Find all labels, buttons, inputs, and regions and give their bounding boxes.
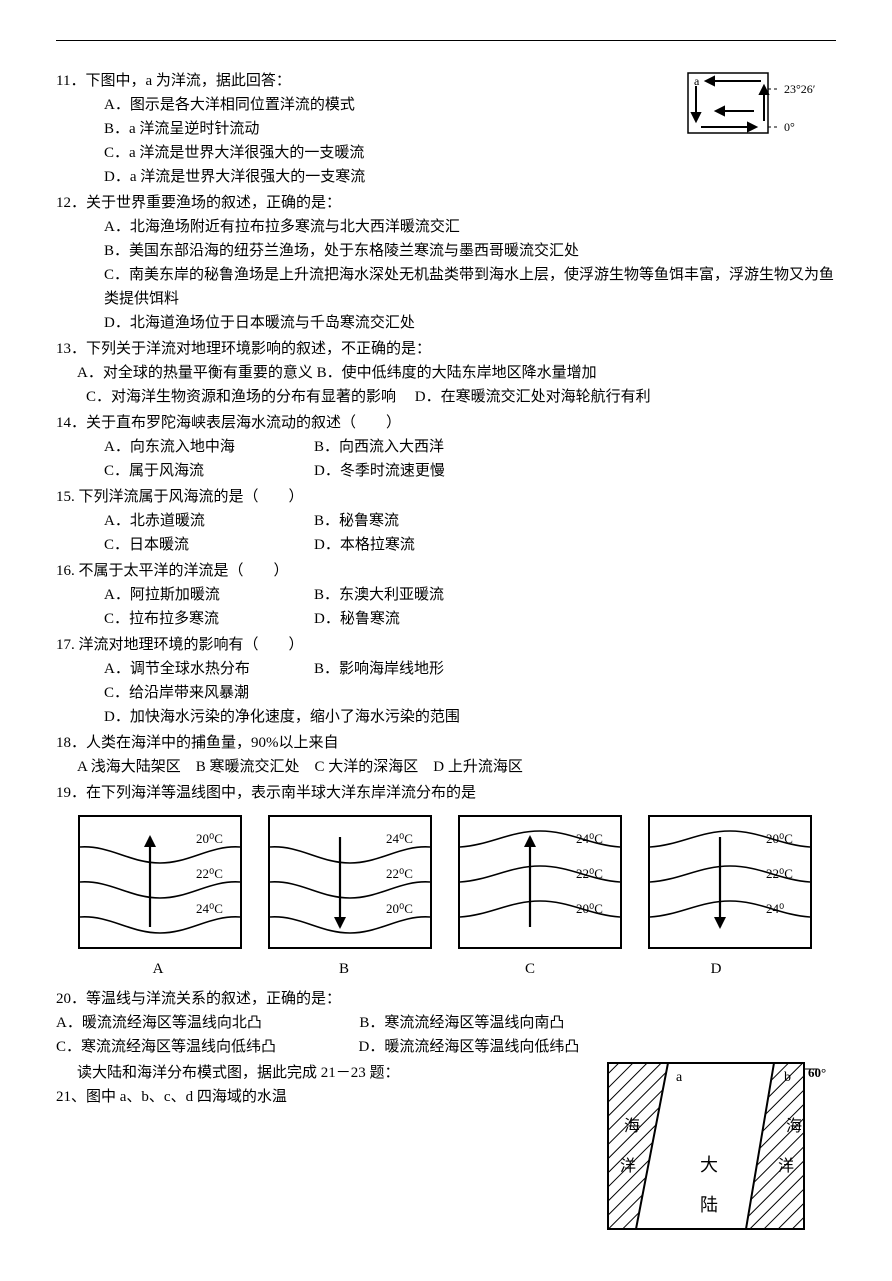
q18: 18．人类在海洋中的捕鱼量，90%以上来自 A 浅海大陆架区 B 寒暖流交汇处 … <box>56 731 836 779</box>
iso-label-d: D <box>636 957 796 981</box>
q17-opt-a: A．调节全球水热分布 <box>104 657 314 681</box>
q16-opt-d: D．秘鲁寒流 <box>314 607 524 631</box>
q11-fig-a-label: a <box>694 74 700 88</box>
q18-opt-a: A 浅海大陆架区 <box>77 759 181 775</box>
q12-stem: 12．关于世界重要渔场的叙述，正确的是： <box>56 191 836 215</box>
q18-stem: 18．人类在海洋中的捕鱼量，90%以上来自 <box>56 731 836 755</box>
svg-text:20⁰C: 20⁰C <box>196 831 223 846</box>
q15-opt-b: B．秘鲁寒流 <box>314 509 524 533</box>
q13-stem: 13．下列关于洋流对地理环境影响的叙述，不正确的是： <box>56 337 836 361</box>
q13-opt-a: A．对全球的热量平衡有重要的意义 <box>77 365 313 381</box>
q13-opt-d: D．在寒暖流交汇处对海轮航行有利 <box>415 389 651 405</box>
q11-figure: a 23°26′ 0° <box>686 71 836 167</box>
q20: 20．等温线与洋流关系的叙述，正确的是： A．暖流流经海区等温线向北凸 B．寒流… <box>56 987 836 1059</box>
q19-stem: 19．在下列海洋等温线图中，表示南半球大洋东岸洋流分布的是 <box>56 781 836 805</box>
svg-text:20⁰C: 20⁰C <box>576 901 603 916</box>
q18-opt-d: D 上升流海区 <box>433 759 523 775</box>
svg-text:22⁰C: 22⁰C <box>576 866 603 881</box>
q19-panel-labels: A B C D <box>78 957 836 981</box>
svg-text:24⁰: 24⁰ <box>766 901 784 916</box>
q12-opt-b: B．美国东部沿海的纽芬兰渔场，处于东格陵兰寒流与墨西哥暖流交汇处 <box>56 239 836 263</box>
svg-text:24⁰C: 24⁰C <box>576 831 603 846</box>
co-fig-lat: 60° <box>808 1065 826 1080</box>
q12-opt-d: D．北海道渔场位于日本暖流与千岛寒流交汇处 <box>56 311 836 335</box>
q17-opt-c: C．给沿岸带来风暴潮 <box>104 681 249 705</box>
q11-fig-lat1: 23°26′ <box>784 82 816 96</box>
iso-label-a: A <box>78 957 238 981</box>
co-fig-land1: 大 <box>700 1155 718 1175</box>
iso-label-b: B <box>264 957 424 981</box>
iso-panel-c: 24⁰C 22⁰C 20⁰C <box>458 815 622 949</box>
q15-opt-c: C．日本暖流 <box>104 533 314 557</box>
svg-text:24⁰C: 24⁰C <box>196 901 223 916</box>
svg-text:22⁰C: 22⁰C <box>196 866 223 881</box>
q13-opt-c: C．对海洋生物资源和渔场的分布有显著的影响 <box>56 389 396 405</box>
q20-opt-b: B．寒流流经海区等温线向南凸 <box>359 1015 564 1031</box>
q17-stem: 17. 洋流对地理环境的影响有（ ） <box>56 633 836 657</box>
q19-panels: 20⁰C22⁰C24⁰C24⁰C22⁰C20⁰C24⁰C22⁰C20⁰C20⁰C… <box>78 815 836 949</box>
q14-opt-c: C．属于风海流 <box>104 459 314 483</box>
q16-opt-a: A．阿拉斯加暖流 <box>104 583 314 607</box>
svg-text:22⁰C: 22⁰C <box>766 866 793 881</box>
q11: a 23°26′ 0° 11．下图中，a 为洋流，据此回答： A．图示是各大洋相… <box>56 69 836 189</box>
q12-opt-a: A．北海渔场附近有拉布拉多寒流与北大西洋暖流交汇 <box>56 215 836 239</box>
co-fig-ocean-r1: 海 <box>786 1117 802 1135</box>
q11-opt-d: D．a 洋流是世界大洋很强大的一支寒流 <box>56 165 836 189</box>
q14-opt-d: D．冬季时流速更慢 <box>314 459 524 483</box>
q12: 12．关于世界重要渔场的叙述，正确的是： A．北海渔场附近有拉布拉多寒流与北大西… <box>56 191 836 335</box>
co-fig-ocean-l1: 海 <box>624 1117 640 1135</box>
q16-opt-b: B．东澳大利亚暖流 <box>314 583 524 607</box>
q12-opt-c: C．南美东岸的秘鲁渔场是上升流把海水深处无机盐类带到海水上层，使浮游生物等鱼饵丰… <box>56 263 836 311</box>
q20-opt-a: A．暖流流经海区等温线向北凸 <box>56 1015 262 1031</box>
q16-opt-c: C．拉布拉多寒流 <box>104 607 314 631</box>
q14: 14．关于直布罗陀海峡表层海水流动的叙述（ ） A．向东流入地中海 B．向西流入… <box>56 411 836 483</box>
iso-panel-a: 20⁰C 22⁰C 24⁰C <box>78 815 242 949</box>
continent-ocean-figure: 60° a b 海 洋 海 洋 大 陆 <box>606 1061 836 1239</box>
q20-opt-d: D．暖流流经海区等温线向低纬凸 <box>359 1039 580 1055</box>
co-fig-ocean-l2: 洋 <box>620 1157 636 1175</box>
q13-opt-b: B．使中低纬度的大陆东岸地区降水量增加 <box>317 365 597 381</box>
iso-label-c: C <box>450 957 610 981</box>
q15-stem: 15. 下列洋流属于风海流的是（ ） <box>56 485 836 509</box>
q14-opt-b: B．向西流入大西洋 <box>314 435 524 459</box>
q14-opt-a: A．向东流入地中海 <box>104 435 314 459</box>
co-fig-b: b <box>784 1070 791 1085</box>
co-fig-a: a <box>676 1070 683 1085</box>
svg-text:20⁰C: 20⁰C <box>766 831 793 846</box>
co-fig-land2: 陆 <box>700 1195 718 1215</box>
q20-opt-c: C．寒流流经海区等温线向低纬凸 <box>56 1039 276 1055</box>
q14-stem: 14．关于直布罗陀海峡表层海水流动的叙述（ ） <box>56 411 836 435</box>
q19: 19．在下列海洋等温线图中，表示南半球大洋东岸洋流分布的是 20⁰C22⁰C24… <box>56 781 836 981</box>
iso-panel-b: 24⁰C 22⁰C 20⁰C <box>268 815 432 949</box>
q15-opt-d: D．本格拉寒流 <box>314 533 524 557</box>
q18-opt-c: C 大洋的深海区 <box>315 759 419 775</box>
co-fig-ocean-r2: 洋 <box>778 1157 794 1175</box>
svg-text:22⁰C: 22⁰C <box>386 866 413 881</box>
q16: 16. 不属于太平洋的洋流是（ ） A．阿拉斯加暖流 B．东澳大利亚暖流 C．拉… <box>56 559 836 631</box>
q17: 17. 洋流对地理环境的影响有（ ） A．调节全球水热分布 B．影响海岸线地形 … <box>56 633 836 729</box>
q17-opt-b: B．影响海岸线地形 <box>314 657 524 681</box>
group-21-23: 60° a b 海 洋 海 洋 大 陆 读大陆和海洋分布模式图，据此完成 21－… <box>56 1061 836 1239</box>
top-rule <box>56 40 836 41</box>
q17-opt-d: D．加快海水污染的净化速度，缩小了海水污染的范围 <box>104 705 460 729</box>
q15-opt-a: A．北赤道暖流 <box>104 509 314 533</box>
svg-text:24⁰C: 24⁰C <box>386 831 413 846</box>
q18-opt-b: B 寒暖流交汇处 <box>196 759 300 775</box>
svg-text:20⁰C: 20⁰C <box>386 901 413 916</box>
q20-stem: 20．等温线与洋流关系的叙述，正确的是： <box>56 987 836 1011</box>
q13: 13．下列关于洋流对地理环境影响的叙述，不正确的是： A．对全球的热量平衡有重要… <box>56 337 836 409</box>
q16-stem: 16. 不属于太平洋的洋流是（ ） <box>56 559 836 583</box>
q11-fig-lat2: 0° <box>784 120 795 134</box>
iso-panel-d: 20⁰C 22⁰C 24⁰ <box>648 815 812 949</box>
q15: 15. 下列洋流属于风海流的是（ ） A．北赤道暖流 B．秘鲁寒流 C．日本暖流… <box>56 485 836 557</box>
